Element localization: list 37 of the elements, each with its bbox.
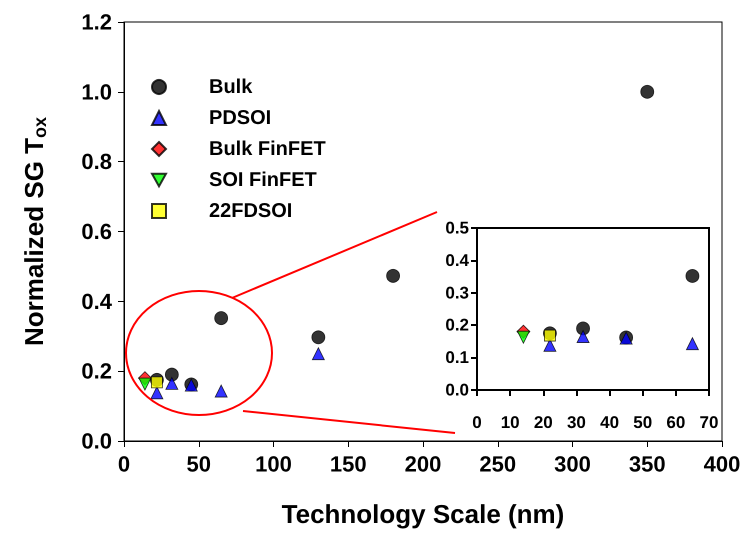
y-tick-label: 1.0 (81, 79, 112, 104)
y-tick-label: 0.8 (81, 149, 112, 174)
x-tick-label: 60 (666, 413, 686, 432)
x-tick-label: 0 (472, 413, 482, 432)
y-tick-label: 0.3 (445, 283, 469, 302)
y-tick-label: 0.2 (445, 316, 469, 335)
y-tick-label: 0.4 (81, 288, 113, 314)
x-tick-label: 250 (479, 452, 516, 476)
legend-label: Bulk FinFET (209, 138, 326, 160)
legend-label: 22FDSOI (209, 200, 292, 222)
x-tick-label: 20 (534, 413, 553, 432)
x-tick-label: 50 (633, 413, 652, 432)
y-tick-label: 0.6 (81, 219, 112, 244)
legend-label: PDSOI (209, 107, 272, 129)
x-tick-label: 30 (566, 413, 586, 432)
x-tick-label: 40 (600, 413, 620, 432)
y-tick-label: 0.0 (81, 428, 112, 454)
y-tick-label: 0.0 (445, 380, 469, 400)
legend-label: Bulk (209, 76, 254, 98)
x-tick-label: 150 (330, 452, 367, 476)
x-tick-label: 200 (404, 452, 442, 476)
y-tick-label: 0.1 (445, 348, 469, 368)
x-tick-label: 100 (255, 452, 292, 476)
y-axis-title: Normalized SG Tox (19, 116, 50, 346)
y-tick-label: 0.4 (445, 250, 470, 270)
x-tick-label: 350 (628, 452, 666, 476)
x-tick-label: 50 (186, 452, 211, 476)
y-tick-label: 0.2 (81, 358, 112, 384)
y-tick-label: 0.5 (445, 218, 469, 238)
x-tick-label: 10 (500, 413, 520, 432)
x-axis-title: Technology Scale (nm) (282, 499, 564, 529)
y-tick-label: 1.2 (81, 10, 112, 34)
x-tick-label: 300 (554, 452, 591, 476)
x-tick-label: 0 (118, 452, 130, 476)
x-tick-label: 70 (700, 413, 718, 432)
x-tick-label: 400 (704, 452, 740, 476)
legend-label: SOI FinFET (209, 169, 317, 191)
